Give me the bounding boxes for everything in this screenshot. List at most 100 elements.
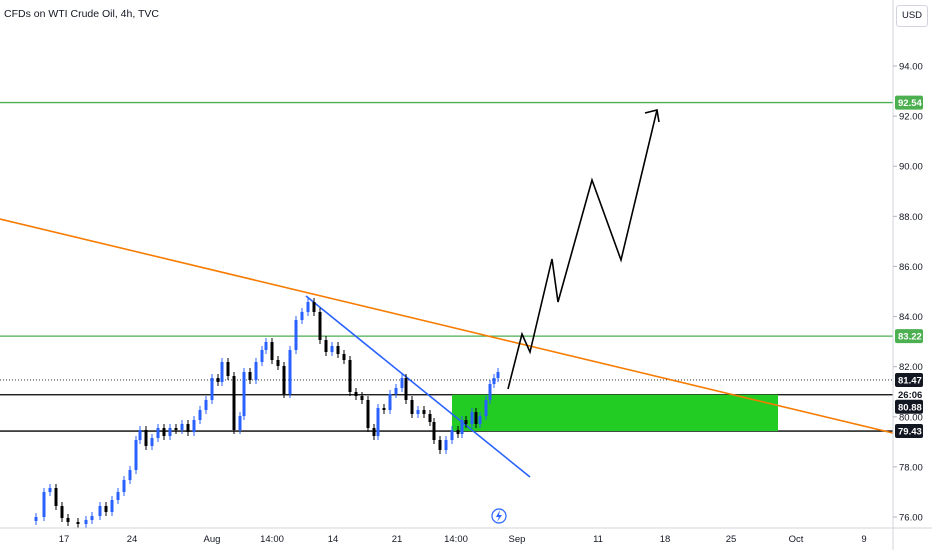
candle-body: [410, 400, 414, 414]
candle-body: [366, 400, 370, 428]
candles: [34, 298, 500, 528]
candle-body: [432, 422, 436, 440]
x-tick-label: 21: [392, 534, 403, 545]
candle-body: [416, 410, 420, 414]
candle-body: [98, 506, 102, 516]
candle-body: [104, 506, 108, 512]
x-tick-label: 18: [660, 534, 671, 545]
candle-body: [330, 346, 334, 352]
candle-body: [260, 350, 264, 362]
candle-body: [372, 428, 376, 436]
candle-body: [376, 408, 380, 436]
candle-body: [294, 320, 298, 350]
y-tick-label: 88.00: [899, 212, 923, 223]
candle-body: [360, 396, 364, 400]
candle-body: [198, 410, 202, 420]
candle-body: [216, 378, 220, 382]
candle-body: [282, 366, 286, 394]
candle-body: [248, 372, 252, 380]
y-tick-label: 80.00: [899, 412, 923, 423]
price-tag-bg: [895, 387, 923, 402]
x-tick-label: 14: [328, 534, 339, 545]
candle-body: [48, 488, 52, 492]
price-tag-bg: [895, 424, 923, 439]
y-tick-label: 78.00: [899, 462, 923, 473]
candle-body: [238, 416, 242, 430]
candle-body: [394, 388, 398, 394]
candle-body: [116, 492, 120, 500]
candle-body: [264, 342, 268, 350]
price-tag-label: 79.43: [898, 427, 922, 438]
candle-body: [306, 302, 310, 312]
y-tick-label: 92.00: [899, 112, 923, 123]
x-tick-label: Sep: [509, 534, 526, 545]
candle-body: [354, 392, 358, 396]
candle-body: [42, 492, 46, 517]
candle-body: [174, 428, 178, 430]
candle-body: [270, 342, 274, 360]
candle-body: [474, 412, 478, 424]
candle-body: [162, 428, 166, 436]
candle-body: [110, 500, 114, 512]
resistance-line: [0, 218, 894, 434]
y-tick-label: 90.00: [899, 162, 923, 173]
candle-body: [122, 480, 126, 492]
candle-body: [388, 394, 392, 410]
candle-body: [76, 522, 80, 524]
candle-body: [180, 424, 184, 430]
candle-body: [186, 424, 190, 432]
projection-polyline: [507, 109, 658, 390]
candle-body: [276, 360, 280, 366]
candle-body: [84, 520, 88, 524]
x-tick-label: 9: [861, 534, 866, 545]
candle-body: [496, 372, 500, 378]
candle-body: [220, 362, 224, 382]
candle-body: [460, 420, 464, 434]
x-tick-label: 14:00: [444, 534, 468, 545]
candle-body: [318, 312, 322, 340]
candle-body: [144, 430, 148, 446]
candle-body: [324, 340, 328, 352]
x-tick-label: 24: [127, 534, 138, 545]
price-tag-label: 92.54: [898, 98, 922, 109]
candle-body: [226, 362, 230, 376]
candle-body: [66, 518, 70, 522]
price-tag-bg: [895, 372, 923, 387]
price-tag-bg: [895, 95, 923, 110]
candle-body: [90, 516, 94, 520]
candle-body: [484, 400, 488, 416]
demand-zone-rect: [452, 394, 778, 432]
candle-body: [428, 414, 432, 422]
chart-title: CFDs on WTI Crude Oil, 4h, TVC: [4, 8, 160, 20]
candle-body: [382, 408, 386, 410]
candle-body: [156, 428, 160, 438]
candle-body: [464, 420, 468, 424]
candle-body: [192, 420, 196, 432]
x-tick-label: 17: [59, 534, 70, 545]
flash-icon-bolt: [496, 510, 502, 522]
candle-body: [450, 430, 454, 440]
demand-zone: [452, 394, 778, 432]
candle-body: [492, 378, 496, 384]
x-tick-label: 14:00: [260, 534, 284, 545]
candle-body: [438, 440, 442, 450]
candle-body: [254, 362, 258, 380]
x-tick-label: 11: [593, 534, 603, 545]
x-tick-label: Oct: [789, 534, 804, 545]
flash-icon[interactable]: [491, 508, 507, 524]
candle-body: [400, 378, 404, 388]
x-tick-label: 25: [726, 534, 737, 545]
candle-body: [288, 350, 292, 394]
projection-arrowhead: [644, 109, 660, 123]
x-tick-label: Aug: [204, 534, 221, 545]
candle-body: [478, 416, 482, 424]
candle-body: [242, 372, 246, 416]
candle-body: [342, 354, 346, 360]
candle-body: [404, 378, 408, 400]
candle-body: [60, 506, 64, 518]
candle-body: [54, 488, 58, 506]
price-tag-bg: [895, 329, 923, 344]
price-tag-label: 80.88: [898, 402, 922, 413]
currency-button[interactable]: USD: [896, 5, 928, 27]
